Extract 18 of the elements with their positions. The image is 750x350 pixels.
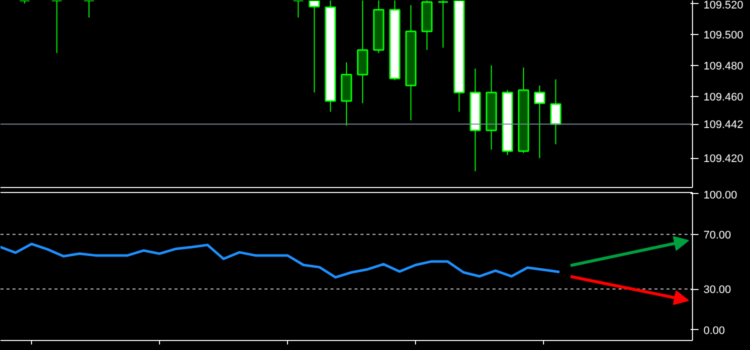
candlestick xyxy=(292,0,304,18)
y-tick-label: 70.00 xyxy=(704,229,732,242)
y-tick-label: 109.420 xyxy=(704,153,744,166)
candlestick xyxy=(308,0,320,93)
candlestick xyxy=(83,0,95,18)
y-tick-label: 109.520 xyxy=(704,0,744,12)
y-tick-label: 109.500 xyxy=(704,30,744,42)
line-series xyxy=(0,242,561,279)
y-tick-label: 100.00 xyxy=(704,190,738,202)
candlestick xyxy=(550,78,562,145)
y-tick-label: 109.460 xyxy=(704,91,744,104)
candlestick xyxy=(534,85,546,159)
candlestick xyxy=(437,0,449,48)
ref-line-label: 109.442 xyxy=(704,119,744,132)
y-tick-label: 109.480 xyxy=(704,60,744,72)
y-tick-label: 30.00 xyxy=(704,284,732,296)
y-tick-label: 0.00 xyxy=(704,324,725,337)
candlestick xyxy=(51,0,62,54)
